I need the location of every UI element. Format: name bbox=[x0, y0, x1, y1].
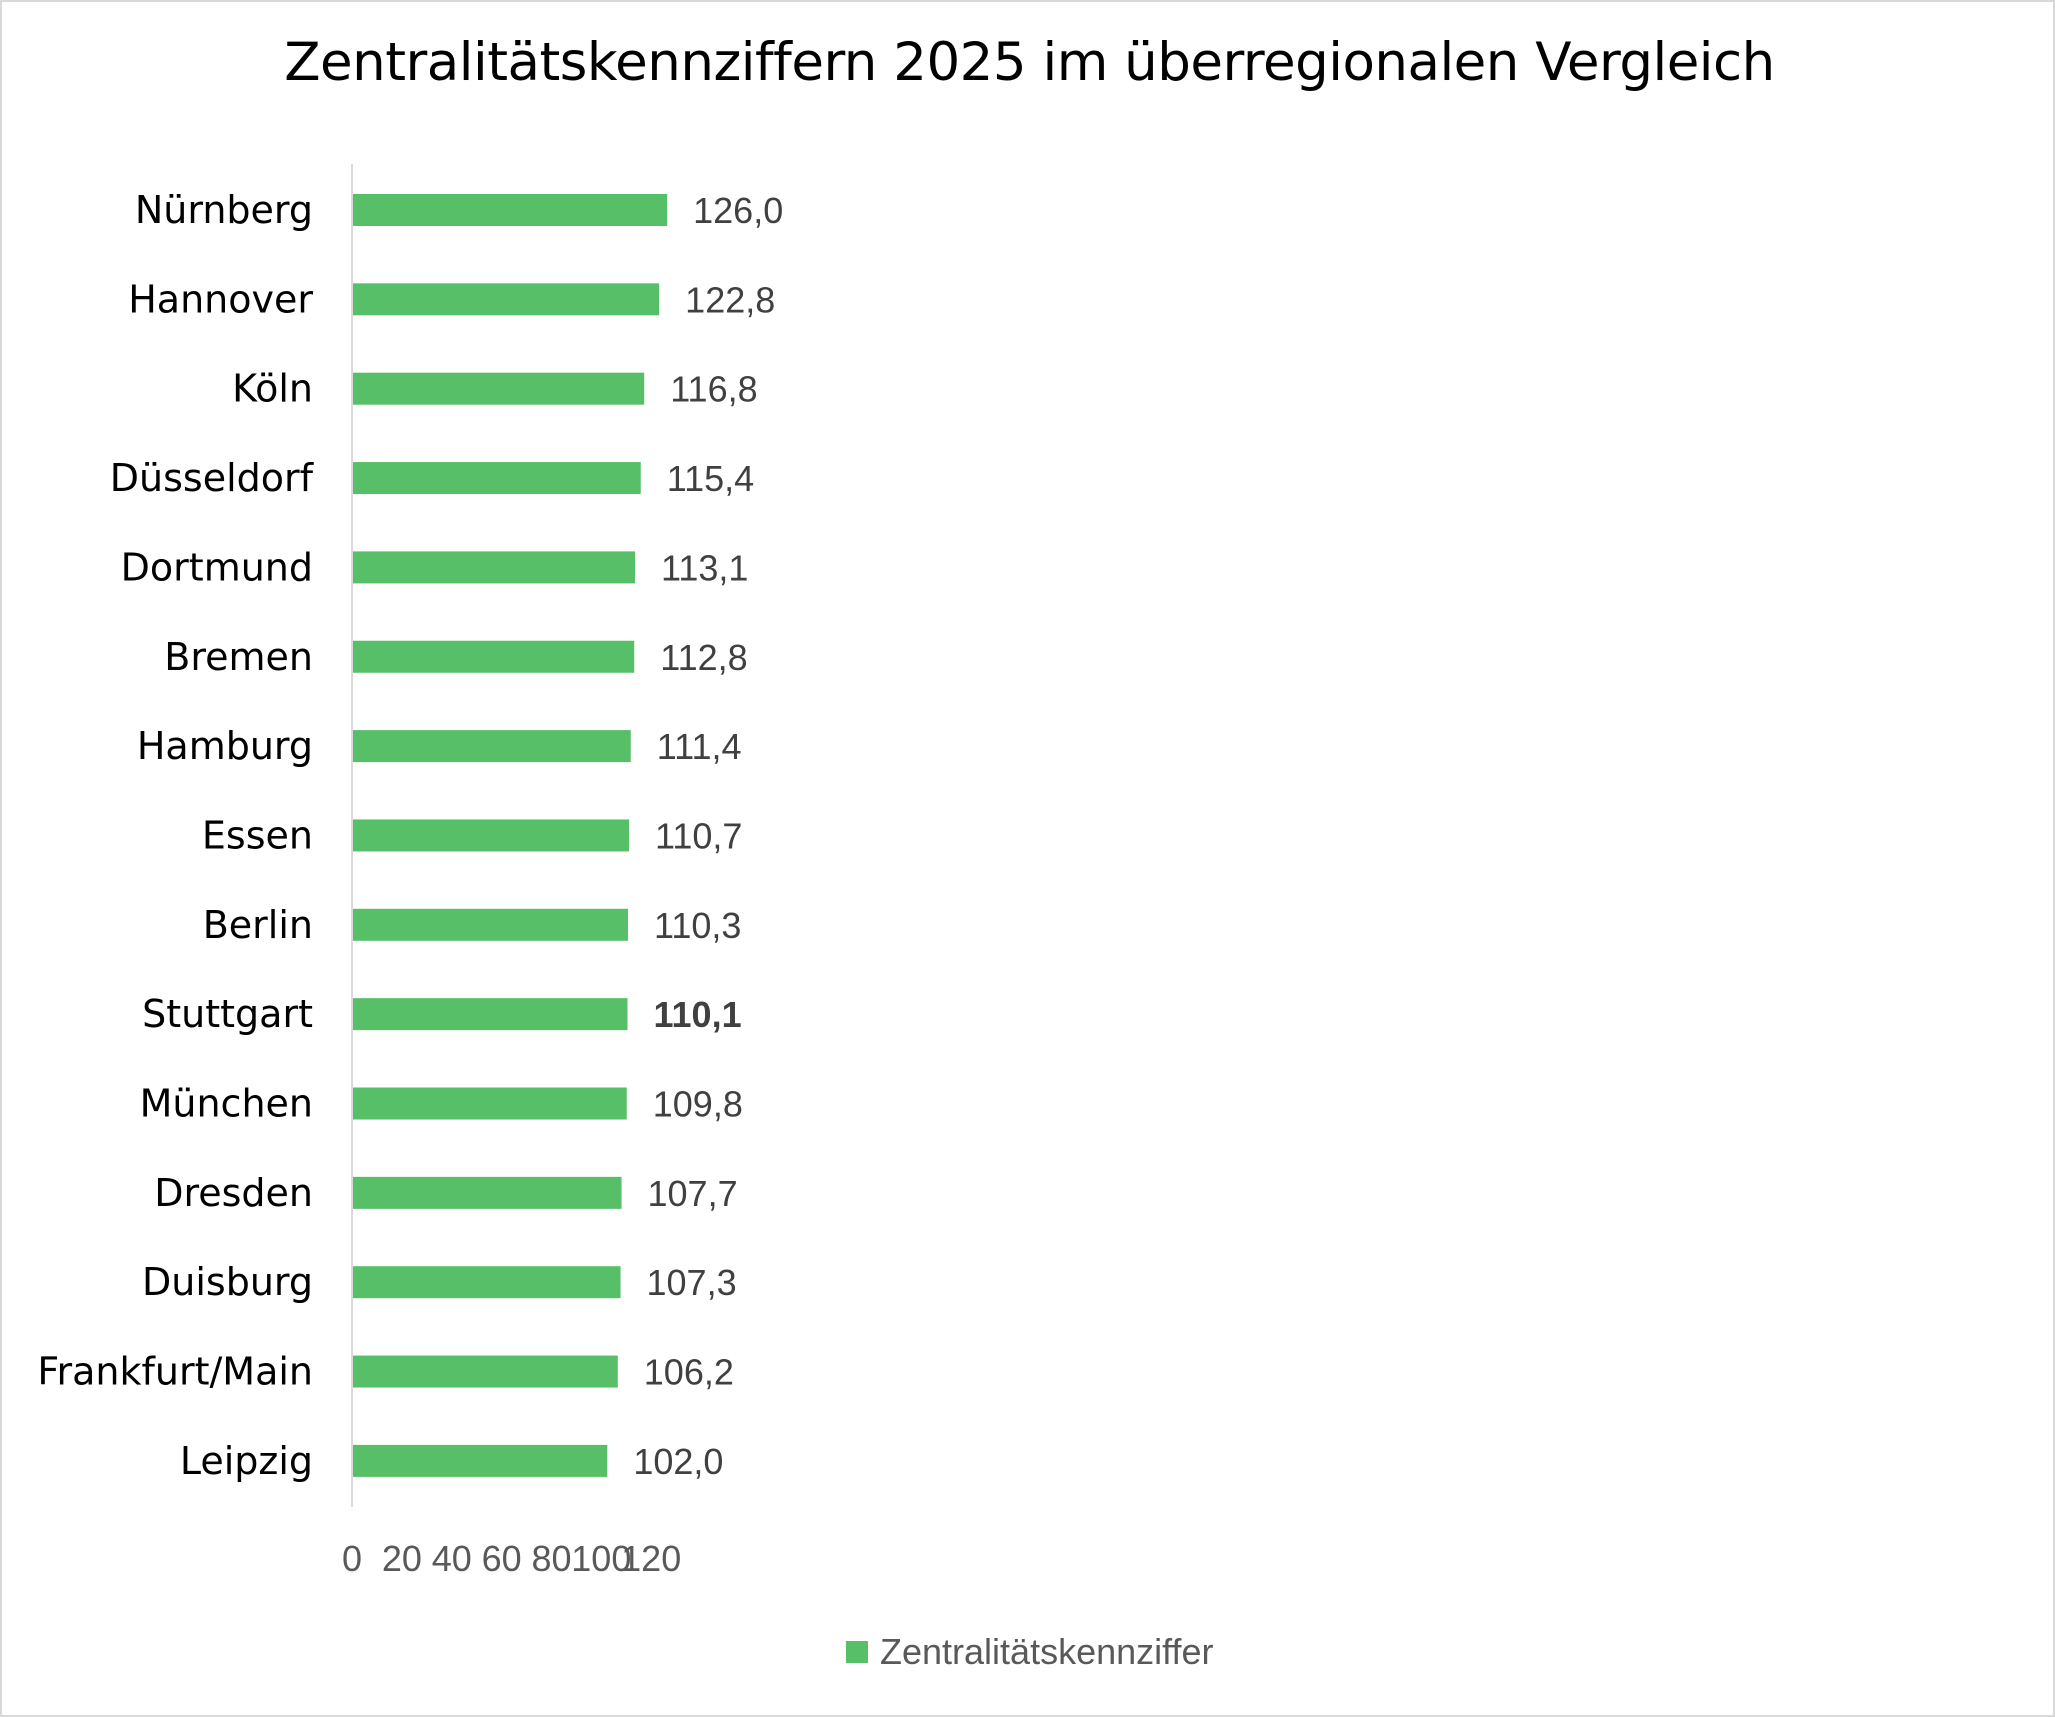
bar-duisburg bbox=[353, 1266, 621, 1299]
data-label-bremen: 112,8 bbox=[660, 637, 747, 678]
category-label-duisburg: Duisburg bbox=[142, 1260, 313, 1304]
data-label-dortmund: 113,1 bbox=[661, 547, 748, 588]
bar-bremen bbox=[353, 640, 635, 673]
x-tick-label-20: 20 bbox=[382, 1538, 422, 1579]
category-label-dortmund: Dortmund bbox=[121, 545, 313, 589]
category-label-düsseldorf: Düsseldorf bbox=[110, 456, 315, 500]
bar-köln bbox=[353, 372, 645, 405]
x-tick-label-80: 80 bbox=[531, 1538, 571, 1579]
legend-swatch bbox=[846, 1641, 868, 1663]
bar-stuttgart bbox=[353, 998, 628, 1031]
bar-dresden bbox=[353, 1176, 622, 1209]
data-label-berlin: 110,3 bbox=[654, 905, 741, 946]
category-label-essen: Essen bbox=[202, 813, 313, 857]
data-label-essen: 110,7 bbox=[655, 815, 742, 856]
x-tick-label-60: 60 bbox=[482, 1538, 522, 1579]
category-label-dresden: Dresden bbox=[154, 1171, 313, 1215]
bar-frankfurt-main bbox=[353, 1355, 618, 1388]
bar-hamburg bbox=[353, 730, 631, 763]
data-label-frankfurt-main: 106,2 bbox=[644, 1352, 734, 1393]
category-label-stuttgart: Stuttgart bbox=[142, 992, 313, 1036]
category-label-berlin: Berlin bbox=[203, 903, 313, 947]
bar-leipzig bbox=[353, 1444, 608, 1477]
x-tick-label-40: 40 bbox=[432, 1538, 472, 1579]
chart-title: Zentralitätskennziffern 2025 im überregi… bbox=[284, 32, 1775, 93]
category-label-hannover: Hannover bbox=[128, 277, 313, 321]
x-tick-label-120: 120 bbox=[621, 1538, 681, 1579]
data-label-duisburg: 107,3 bbox=[647, 1262, 737, 1303]
category-label-frankfurt-main: Frankfurt/Main bbox=[37, 1350, 313, 1394]
data-label-stuttgart: 110,1 bbox=[654, 994, 742, 1035]
category-label-leipzig: Leipzig bbox=[180, 1439, 313, 1483]
bar-düsseldorf bbox=[353, 462, 641, 495]
legend-label: Zentralitätskennziffer bbox=[880, 1631, 1214, 1672]
x-tick-label-100: 100 bbox=[571, 1538, 631, 1579]
category-label-münchen: München bbox=[140, 1082, 313, 1126]
data-label-leipzig: 102,0 bbox=[633, 1441, 723, 1482]
data-label-nürnberg: 126,0 bbox=[693, 190, 783, 231]
category-label-köln: Köln bbox=[232, 367, 313, 411]
data-label-münchen: 109,8 bbox=[653, 1084, 743, 1125]
bar-berlin bbox=[353, 908, 629, 941]
bar-nürnberg bbox=[353, 194, 668, 226]
bar-essen bbox=[353, 819, 630, 852]
bar-dortmund bbox=[353, 551, 635, 584]
category-label-nürnberg: Nürnberg bbox=[135, 188, 313, 232]
bar-hannover bbox=[353, 283, 660, 316]
legend: Zentralitätskennziffer bbox=[846, 1630, 1214, 1674]
data-label-dresden: 107,7 bbox=[648, 1173, 738, 1214]
bar-münchen bbox=[353, 1087, 627, 1120]
category-label-bremen: Bremen bbox=[164, 635, 313, 679]
data-label-düsseldorf: 115,4 bbox=[667, 458, 754, 499]
data-label-köln: 116,8 bbox=[670, 369, 757, 410]
data-label-hannover: 122,8 bbox=[685, 279, 775, 320]
x-tick-label-0: 0 bbox=[342, 1538, 362, 1579]
data-label-hamburg: 111,4 bbox=[657, 726, 742, 767]
category-label-hamburg: Hamburg bbox=[137, 724, 313, 768]
